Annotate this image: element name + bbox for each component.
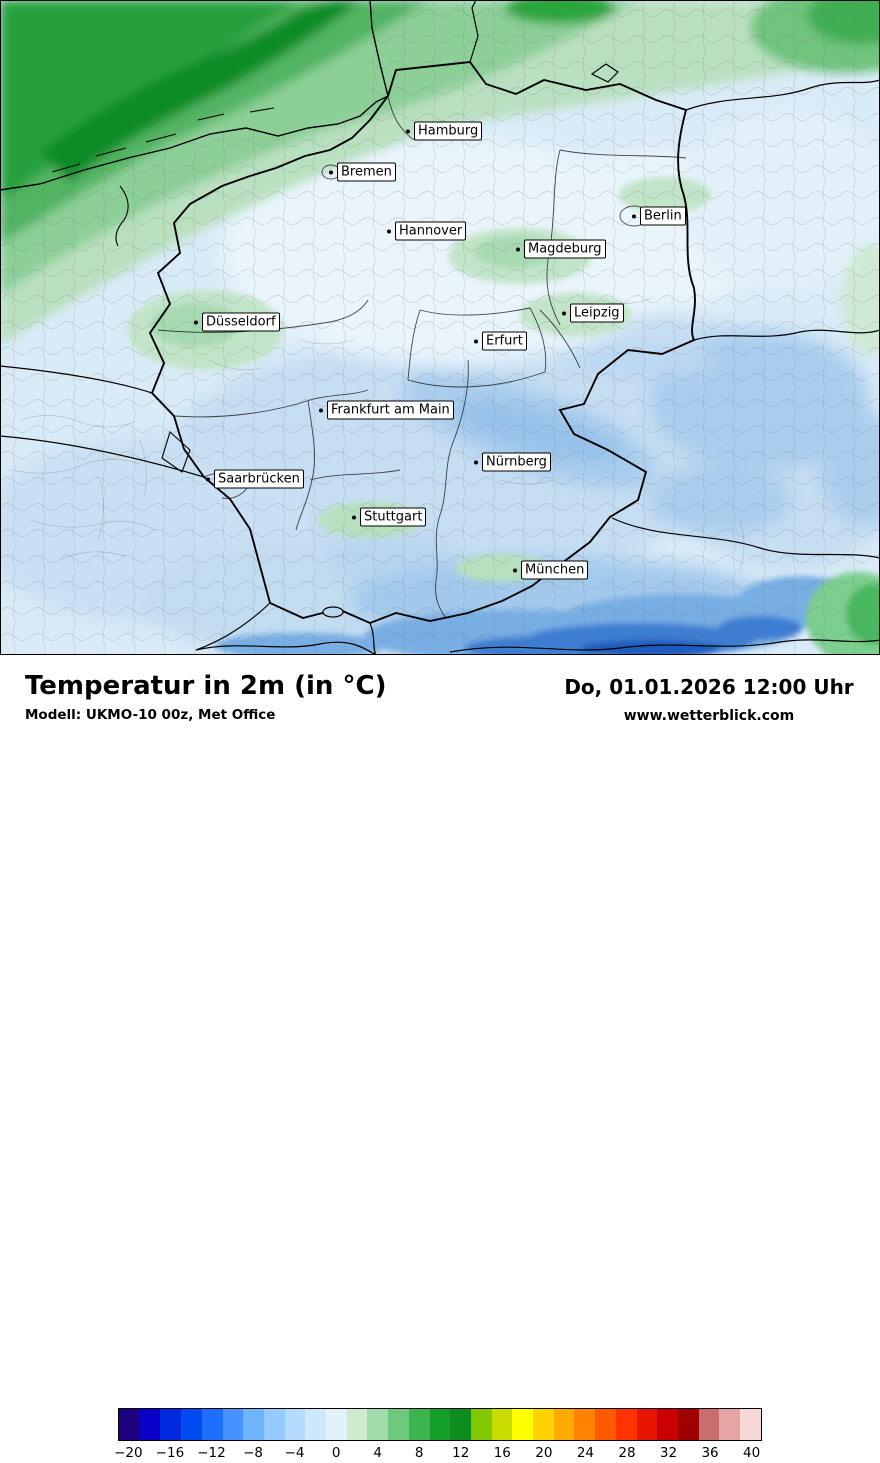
- colorbar-segment: [491, 1409, 513, 1440]
- colorbar-tick-label: 4: [373, 1445, 382, 1461]
- colorbar-segment: [367, 1409, 389, 1440]
- colorbar-segment: [512, 1409, 534, 1440]
- colorbar-segment: [595, 1409, 616, 1440]
- colorbar-tick-label: −20: [114, 1445, 143, 1461]
- colorbar-segment: [243, 1409, 264, 1440]
- weather-map: Hamburg Bremen Hannover Berlin Magdeburg Düss…: [0, 0, 880, 655]
- colorbar-segment: [201, 1409, 223, 1440]
- colorbar-segment: [222, 1409, 244, 1440]
- colorbar-tick-label: 40: [743, 1445, 761, 1461]
- country-borders-layer: [0, 0, 880, 655]
- datetime-label: Do, 01.01.2026 12:00 Uhr: [564, 675, 854, 699]
- colorbar-segment: [346, 1409, 368, 1440]
- colorbar-tick-label: 12: [452, 1445, 470, 1461]
- colorbar-segment: [740, 1409, 761, 1440]
- colorbar-tick-label: 0: [331, 1445, 341, 1461]
- colorbar-tick-label: 36: [701, 1445, 719, 1461]
- colorbar-segment: [533, 1409, 554, 1440]
- colorbar-tick-label: 28: [618, 1445, 636, 1461]
- colorbar-tick-label: −12: [197, 1445, 226, 1461]
- colorbar-segment: [574, 1409, 596, 1440]
- colorbar-tick-label: 24: [576, 1445, 594, 1461]
- colorbar-segment: [181, 1409, 202, 1440]
- colorbar-segment: [388, 1409, 409, 1440]
- colorbar-segment: [263, 1409, 285, 1440]
- colorbar-tick-label: 8: [414, 1445, 424, 1461]
- colorbar-segment: [636, 1409, 658, 1440]
- colorbar-tick-label: −8: [243, 1445, 263, 1461]
- page-title: Temperatur in 2m (in °C): [25, 671, 387, 701]
- footer-right: Do, 01.01.2026 12:00 Uhr www.wetterblick…: [554, 675, 864, 724]
- colorbar-ticks: −20 −16 −12 −8 −4 0 4 8 12 16 20 24 28 32 36 40: [114, 1445, 762, 1463]
- colorbar-segment: [719, 1409, 741, 1440]
- colorbar-segment: [470, 1409, 492, 1440]
- footer: Temperatur in 2m (in °C) Modell: UKMO-10…: [0, 655, 880, 1461]
- colorbar-segments: [118, 1408, 762, 1441]
- colorbar-tick-label: 20: [535, 1445, 553, 1461]
- colorbar-segment: [677, 1409, 699, 1440]
- colorbar-segment: [450, 1409, 471, 1440]
- colorbar: −20 −16 −12 −8 −4 0 4 8 12 16 20 24 28 32 36 40: [114, 1408, 762, 1463]
- colorbar-segment: [408, 1409, 430, 1440]
- colorbar-tick-label: 16: [493, 1445, 511, 1461]
- colorbar-segment: [615, 1409, 637, 1440]
- colorbar-tick-label: −4: [284, 1445, 305, 1461]
- colorbar-segment: [119, 1409, 140, 1440]
- colorbar-segment: [698, 1409, 720, 1440]
- colorbar-tick-label: 32: [659, 1445, 678, 1461]
- colorbar-segment: [429, 1409, 451, 1440]
- colorbar-segment: [326, 1409, 347, 1440]
- colorbar-segment: [553, 1409, 575, 1440]
- colorbar-segment: [139, 1409, 161, 1440]
- colorbar-segment: [284, 1409, 306, 1440]
- temperature-map-svg: [0, 0, 880, 655]
- model-info: Modell: UKMO-10 00z, Met Office: [25, 707, 276, 723]
- colorbar-tick-label: −16: [155, 1445, 185, 1461]
- colorbar-segment: [305, 1409, 327, 1440]
- website-label: www.wetterblick.com: [623, 708, 795, 724]
- colorbar-segment: [657, 1409, 678, 1440]
- colorbar-segment: [160, 1409, 182, 1440]
- state-borders-layer: [157, 95, 687, 619]
